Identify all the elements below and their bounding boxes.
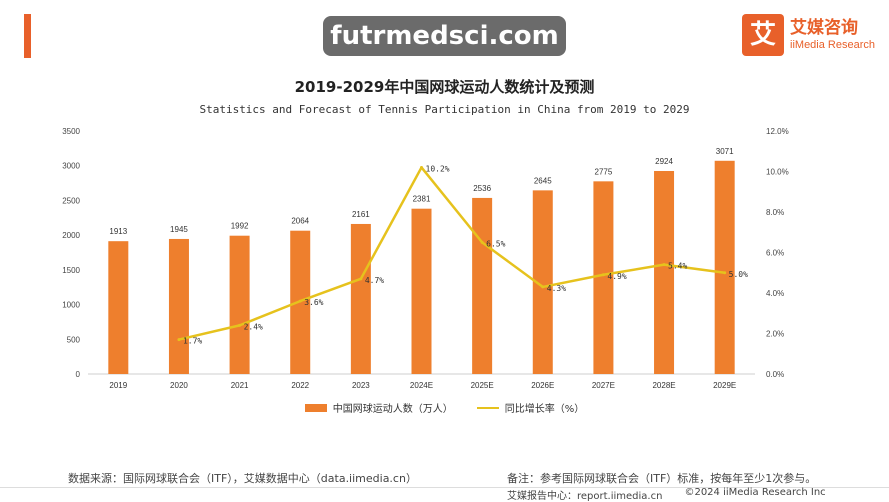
y-right-tick-label: 2.0% bbox=[766, 330, 784, 339]
x-tick-label: 2021 bbox=[231, 381, 249, 390]
growth-point bbox=[541, 285, 545, 289]
growth-point bbox=[420, 165, 423, 169]
bar-value-label: 2381 bbox=[413, 195, 431, 204]
chart-title: 2019-2029年中国网球运动人数统计及预测 bbox=[294, 78, 595, 96]
legend-item-participants: 中国网球运动人数（万人） bbox=[304, 400, 453, 415]
bar-value-label: 1945 bbox=[170, 225, 188, 234]
growth-value-label: 10.2% bbox=[426, 164, 450, 173]
y-left-tick-label: 2000 bbox=[62, 231, 80, 240]
x-tick-label: 2019 bbox=[109, 381, 127, 390]
bar bbox=[472, 197, 493, 374]
bar-value-label: 3071 bbox=[716, 147, 734, 156]
source-text: 数据来源：国际网球联合会（ITF），艾媒数据中心（data.iimedia.cn… bbox=[68, 472, 417, 485]
y-left-tick-label: 0 bbox=[76, 370, 81, 379]
growth-value-label: 5.4% bbox=[668, 262, 687, 271]
brand-name-cn: 艾媒咨询 bbox=[790, 18, 859, 38]
growth-value-label: 4.9% bbox=[607, 272, 626, 281]
bar bbox=[229, 235, 250, 374]
bar-value-label: 2161 bbox=[352, 210, 370, 219]
growth-value-label: 1.7% bbox=[183, 337, 202, 346]
y-left-tick-label: 2500 bbox=[62, 196, 80, 205]
x-tick-label: 2024E bbox=[410, 381, 433, 390]
footer-divider bbox=[0, 487, 889, 488]
legend-label-growth: 同比增长率（%） bbox=[504, 404, 585, 415]
bar-value-label: 2645 bbox=[534, 176, 552, 185]
y-right-tick-label: 4.0% bbox=[766, 289, 784, 298]
growth-line bbox=[178, 166, 725, 341]
brand-logo: 艾 艾媒咨询 iiMedia Research bbox=[742, 14, 875, 56]
report-center-link[interactable]: 艾媒报告中心：report.iimedia.cn bbox=[507, 491, 663, 502]
y-left-tick-label: 3500 bbox=[62, 127, 80, 136]
bar bbox=[593, 181, 614, 374]
accent-bar bbox=[24, 14, 31, 58]
bar bbox=[714, 160, 735, 374]
x-tick-label: 2029E bbox=[713, 381, 736, 390]
x-tick-label: 2020 bbox=[170, 381, 188, 390]
bar-value-label: 1992 bbox=[231, 222, 249, 231]
brand-mark-icon: 艾 bbox=[742, 14, 785, 56]
bar bbox=[168, 238, 189, 374]
bar-value-label: 2064 bbox=[291, 217, 309, 226]
y-left-tick-label: 1500 bbox=[62, 266, 80, 275]
y-left-tick-label: 500 bbox=[67, 335, 81, 344]
legend-item-growth: 同比增长率（%） bbox=[476, 400, 585, 415]
bar bbox=[532, 190, 553, 374]
growth-value-label: 2.4% bbox=[244, 322, 263, 331]
y-right-tick-label: 8.0% bbox=[766, 208, 784, 217]
brand-name-en: iiMedia Research bbox=[790, 39, 875, 51]
bar bbox=[411, 208, 432, 374]
bar-value-label: 2536 bbox=[473, 184, 491, 193]
bar-value-label: 2924 bbox=[655, 157, 673, 166]
note-text: 备注：参考国际网球联合会（ITF）标准，按每年至少1次参与。 bbox=[507, 472, 817, 485]
x-tick-label: 2023 bbox=[352, 381, 370, 390]
footer-bar: 艾媒报告中心：report.iimedia.cn ©2024 iiMedia R… bbox=[507, 487, 826, 502]
bar-value-label: 1913 bbox=[109, 227, 127, 236]
bar bbox=[108, 241, 129, 374]
legend-label-participants: 中国网球运动人数（万人） bbox=[332, 404, 453, 415]
growth-point bbox=[238, 323, 242, 327]
y-left-tick-label: 1000 bbox=[62, 301, 80, 310]
y-right-tick-label: 6.0% bbox=[766, 249, 784, 258]
x-tick-label: 2025E bbox=[471, 381, 494, 390]
legend-bar-swatch bbox=[304, 403, 327, 412]
x-tick-label: 2027E bbox=[592, 381, 615, 390]
watermark: futrmedsci.com bbox=[323, 16, 566, 56]
growth-value-label: 4.7% bbox=[365, 276, 384, 285]
growth-point bbox=[601, 273, 605, 277]
growth-value-label: 4.3% bbox=[547, 284, 566, 293]
x-tick-label: 2028E bbox=[652, 381, 675, 390]
bar-value-label: 2775 bbox=[595, 167, 613, 176]
bar bbox=[350, 223, 371, 374]
bar bbox=[654, 170, 675, 374]
x-tick-label: 2026E bbox=[531, 381, 554, 390]
chart-legend: 中国网球运动人数（万人） 同比增长率（%） bbox=[0, 400, 889, 415]
growth-point bbox=[723, 271, 727, 275]
growth-point bbox=[480, 240, 484, 244]
copyright-text: ©2024 iiMedia Research Inc bbox=[684, 487, 826, 498]
growth-point bbox=[177, 338, 181, 342]
legend-line-swatch bbox=[476, 406, 499, 409]
growth-value-label: 6.5% bbox=[486, 239, 505, 248]
y-right-tick-label: 0.0% bbox=[766, 370, 784, 379]
growth-value-label: 3.6% bbox=[304, 298, 323, 307]
y-right-tick-label: 12.0% bbox=[766, 127, 789, 136]
growth-point bbox=[298, 299, 302, 303]
growth-value-label: 5.0% bbox=[729, 270, 748, 279]
y-left-tick-label: 3000 bbox=[62, 162, 80, 171]
x-tick-label: 2022 bbox=[291, 381, 309, 390]
growth-point bbox=[359, 277, 363, 281]
growth-point bbox=[662, 263, 666, 267]
chart-subtitle: Statistics and Forecast of Tennis Partic… bbox=[199, 103, 690, 116]
y-right-tick-label: 10.0% bbox=[766, 168, 789, 177]
